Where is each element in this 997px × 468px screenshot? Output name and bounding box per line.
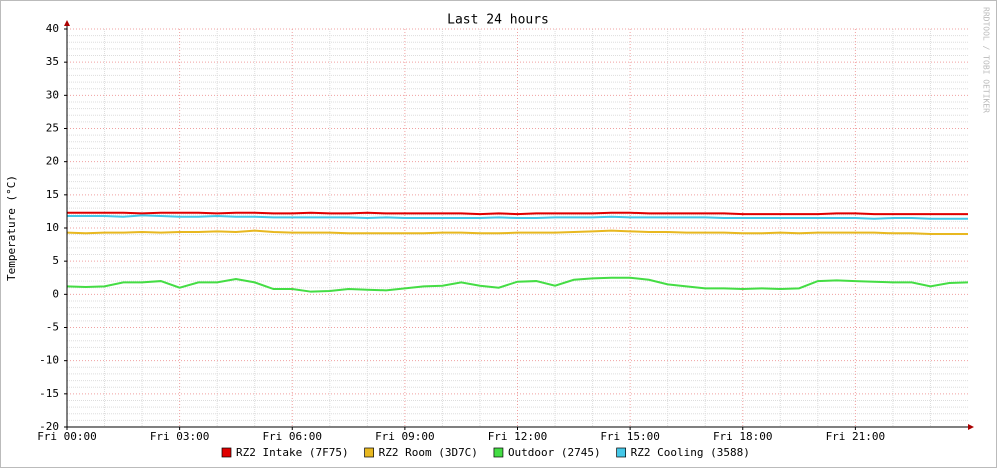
series-line: [67, 214, 968, 220]
legend: RZ2 Intake (7F75) RZ2 Room (3D7C) Outdoor …: [221, 446, 750, 459]
axes: -20 -15 -10 -5 0 5 10 15 20 25 30 35 40 Fri 00:00 Fri …: [37, 20, 974, 443]
legend-label: RZ2 Cooling (3588): [631, 446, 750, 459]
legend-swatch: [616, 447, 627, 458]
y-tick-label: -20: [39, 420, 59, 433]
legend-swatch: [493, 447, 504, 458]
y-tick-label: 5: [52, 254, 59, 267]
x-tick-label: Fri 09:00: [375, 430, 435, 443]
y-tick-label: 20: [46, 155, 59, 168]
watermark: RRDTOOL / TOBI OETIKER: [982, 7, 991, 113]
series-line: [66, 229, 968, 235]
series-line: [66, 276, 969, 293]
y-tick-label: -15: [39, 387, 59, 400]
y-arrow: [64, 20, 70, 26]
legend-label: RZ2 Intake (7F75): [236, 446, 349, 459]
x-tick-label: Fri 12:00: [488, 430, 548, 443]
y-tick-label: -10: [39, 354, 59, 367]
legend-swatch: [364, 447, 374, 458]
grid: [66, 28, 968, 428]
y-tick-label: 30: [46, 88, 59, 101]
y-tick-label: -5: [46, 321, 59, 334]
x-tick-label: Fri 15:00: [600, 430, 660, 443]
y-tick-label: 40: [46, 22, 59, 35]
y-tick-label: 25: [46, 122, 59, 135]
y-tick-label: 35: [46, 55, 59, 68]
x-tick-label: Fri 03:00: [150, 430, 210, 443]
x-arrow: [968, 424, 974, 430]
x-tick-label: Fri 06:00: [262, 430, 322, 443]
legend-swatch: [221, 447, 232, 458]
legend-label: RZ2 Room (3D7C): [379, 446, 478, 459]
chart-title: Last 24 hours: [447, 13, 549, 28]
y-tick-label: 10: [46, 221, 59, 234]
x-tick-label: Fri 21:00: [826, 430, 886, 443]
legend-label: Outdoor (2745): [508, 446, 601, 459]
y-tick-label: 0: [52, 287, 59, 300]
y-tick-label: 15: [46, 188, 59, 201]
series-line: [67, 211, 968, 216]
x-tick-label: Fri 18:00: [713, 430, 773, 443]
y-axis-label: Temperature (°C): [5, 175, 18, 281]
lines: [66, 211, 969, 293]
x-tick-label: Fri 00:00: [37, 430, 97, 443]
